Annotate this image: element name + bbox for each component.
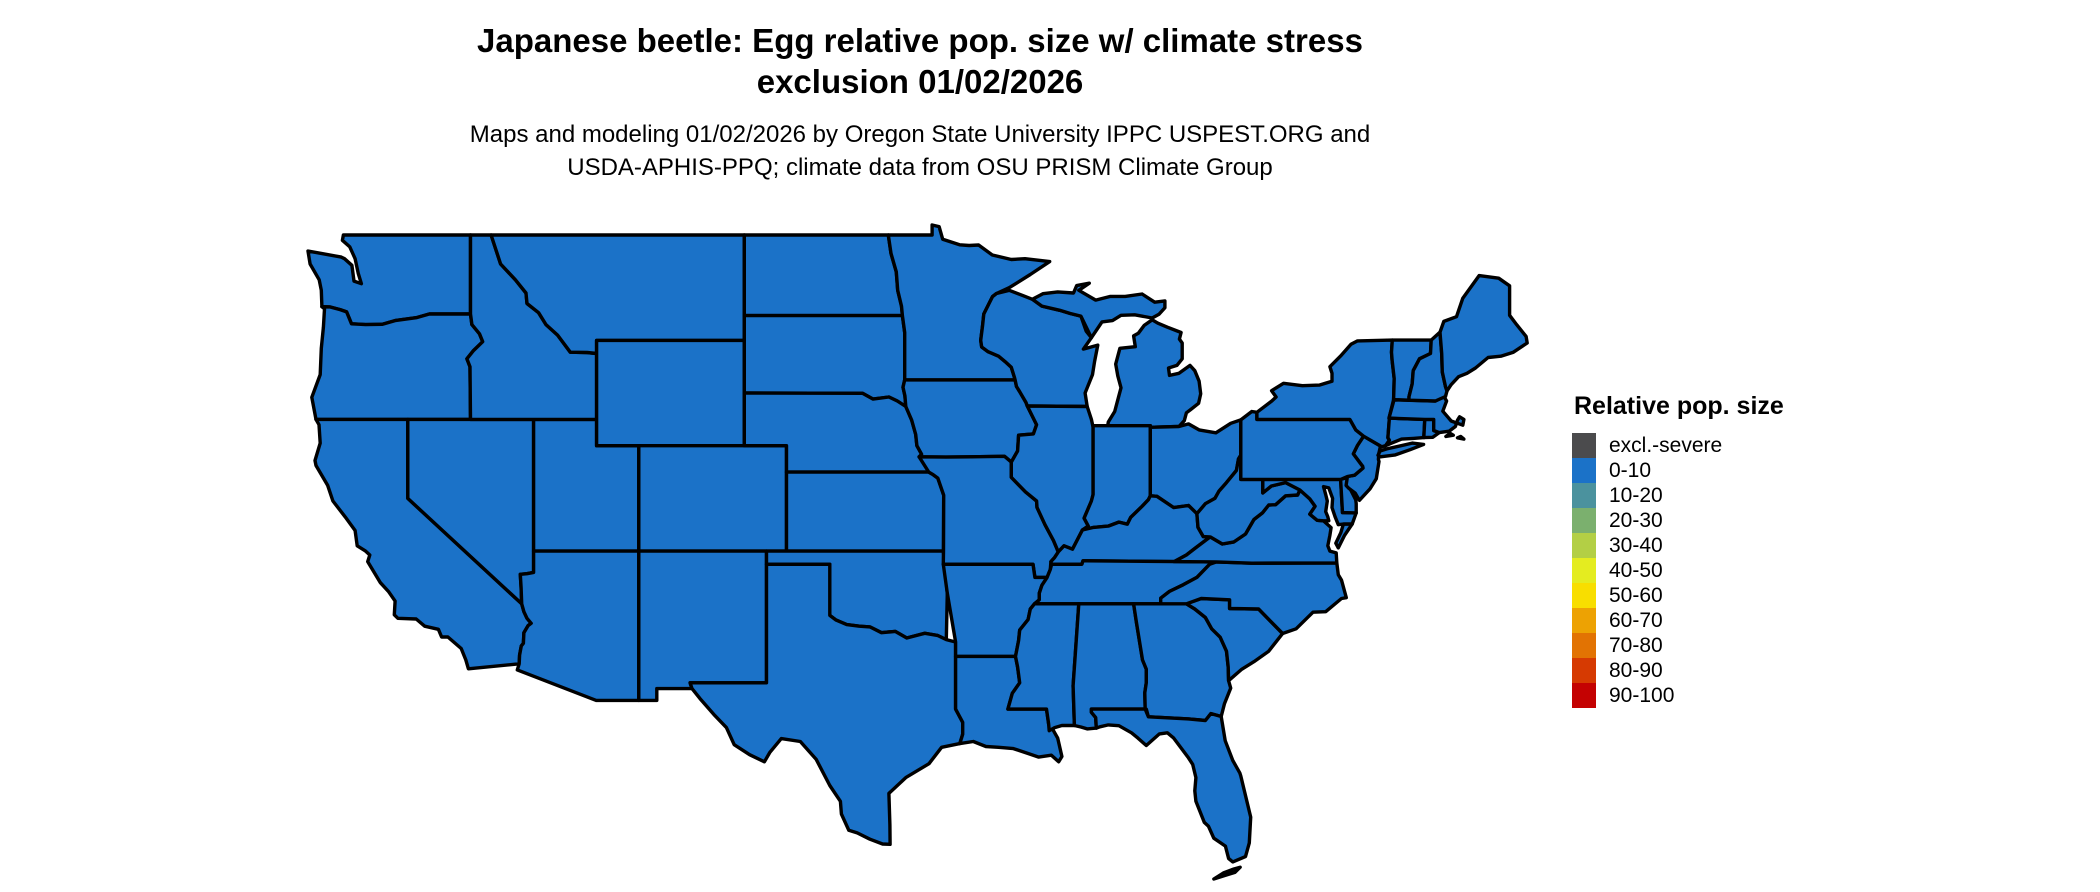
- legend-item-50-60: 50-60: [1572, 583, 1784, 608]
- figure-title: Japanese beetle: Egg relative pop. size …: [0, 20, 1840, 102]
- state-WY: [594, 338, 746, 448]
- legend-item-10-20: 10-20: [1572, 483, 1784, 508]
- legend-item-20-30: 20-30: [1572, 508, 1784, 533]
- legend-swatch: [1572, 683, 1596, 708]
- figure-credits-line1: Maps and modeling 01/02/2026 by Oregon S…: [469, 121, 1371, 148]
- figure-title-line2: exclusion 01/02/2026: [756, 63, 1084, 100]
- figure-title-line1: Japanese beetle: Egg relative pop. size …: [477, 22, 1363, 59]
- legend-label: excl.-severe: [1609, 433, 1723, 457]
- legend-label: 0-10: [1609, 458, 1652, 482]
- legend-swatch: [1572, 633, 1596, 658]
- state-FL: [1089, 707, 1253, 881]
- legend-label: 30-40: [1609, 533, 1663, 557]
- legend-swatch: [1572, 608, 1596, 633]
- legend-item-80-90: 80-90: [1572, 658, 1784, 683]
- legend-swatch: [1572, 658, 1596, 683]
- legend-label: 20-30: [1609, 508, 1663, 532]
- state-NC: [1159, 560, 1348, 636]
- state-PA: [1239, 409, 1366, 482]
- legend-swatch: [1572, 558, 1596, 583]
- state-ND: [742, 233, 905, 318]
- legend-item-40-50: 40-50: [1572, 558, 1784, 583]
- state-AZ: [515, 549, 641, 703]
- legend-item-0-10: 0-10: [1572, 458, 1784, 483]
- legend-label: 10-20: [1609, 483, 1663, 507]
- legend-item-60-70: 60-70: [1572, 608, 1784, 633]
- legend-item-70-80: 70-80: [1572, 633, 1784, 658]
- state-ME: [1438, 273, 1529, 393]
- legend-item-excl.-severe: excl.-severe: [1572, 433, 1784, 458]
- legend-label: 90-100: [1609, 683, 1675, 707]
- legend-swatch: [1572, 533, 1596, 558]
- figure-credits-line2: USDA-APHIS-PPQ; climate data from OSU PR…: [567, 154, 1273, 181]
- state-TX: [688, 562, 965, 846]
- legend-label: 80-90: [1609, 658, 1663, 682]
- legend-swatch: [1572, 433, 1596, 458]
- legend-label: 40-50: [1609, 558, 1663, 582]
- state-WV: [1195, 453, 1302, 546]
- state-NM: [637, 549, 769, 703]
- state-CO: [637, 444, 789, 553]
- state-OR: [310, 305, 485, 422]
- legend-item-30-40: 30-40: [1572, 533, 1784, 558]
- legend-swatch: [1572, 483, 1596, 508]
- state-MD: [1261, 477, 1358, 527]
- state-KS: [784, 470, 946, 553]
- legend: Relative pop. size excl.-severe 0-10 10-20…: [1572, 392, 1784, 708]
- state-MS: [1006, 602, 1081, 733]
- figure-credits: Maps and modeling 01/02/2026 by Oregon S…: [0, 118, 1840, 184]
- state-CT: [1383, 416, 1427, 448]
- legend-swatch: [1572, 583, 1596, 608]
- legend-swatch: [1572, 508, 1596, 533]
- legend-item-90-100: 90-100: [1572, 683, 1784, 708]
- legend-title: Relative pop. size: [1574, 392, 1784, 420]
- legend-swatch: [1572, 458, 1596, 483]
- legend-label: 60-70: [1609, 608, 1663, 632]
- state-MI: [1030, 281, 1203, 429]
- legend-label: 50-60: [1609, 583, 1663, 607]
- legend-label: 70-80: [1609, 633, 1663, 657]
- legend-rows: excl.-severe 0-10 10-20 20-30 30-40 40-50 50-6…: [1572, 433, 1784, 708]
